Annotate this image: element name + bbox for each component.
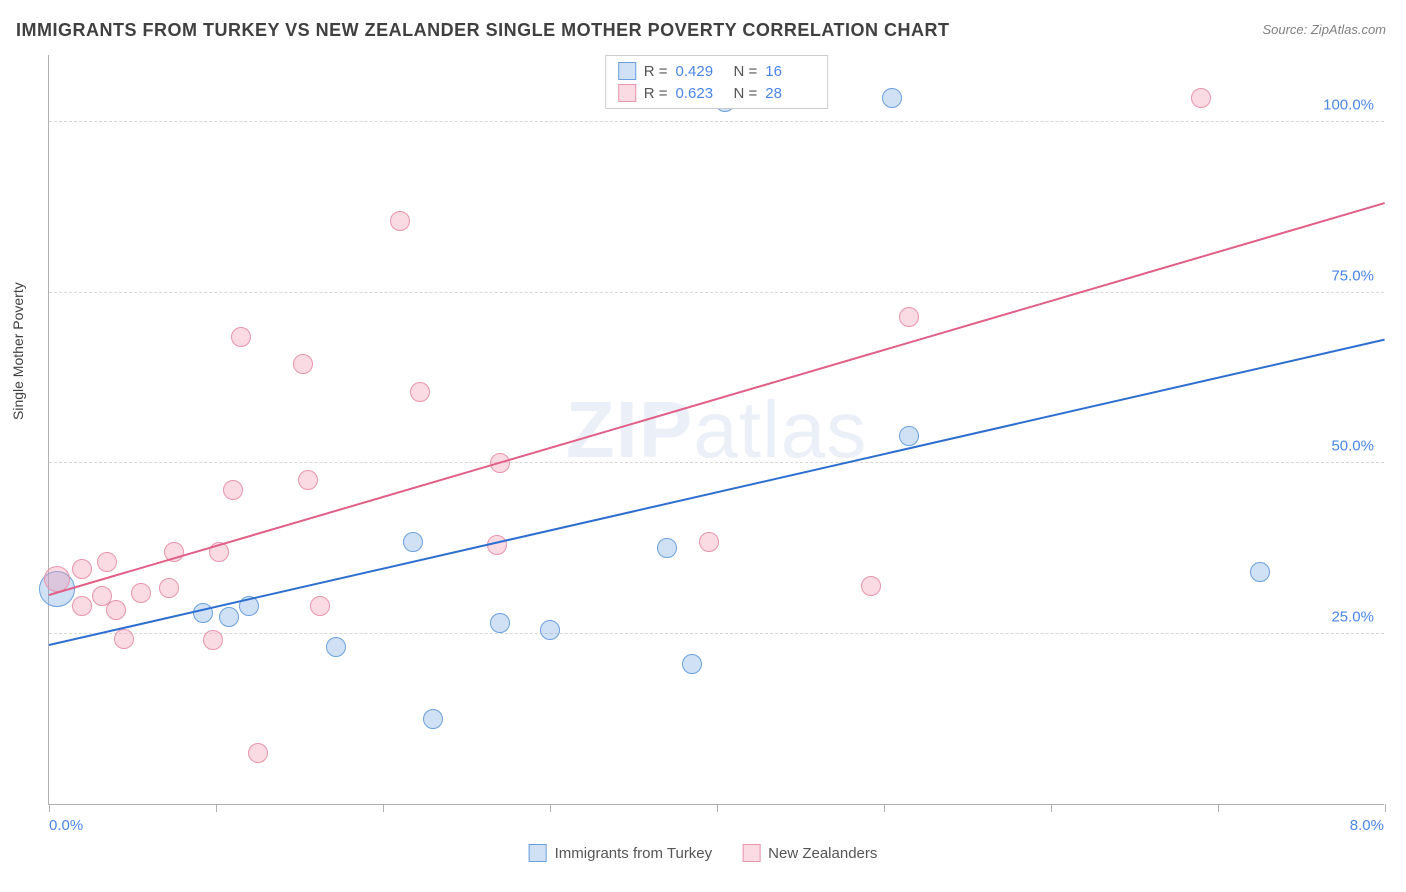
scatter-point-nz [310,596,330,616]
legend-label-turkey: Immigrants from Turkey [555,845,713,862]
scatter-point-turkey [682,654,702,674]
scatter-point-nz [390,211,410,231]
x-tick [884,804,885,812]
legend-row-turkey: R = 0.429 N = 16 [618,60,816,82]
scatter-point-nz [899,307,919,327]
x-tick [717,804,718,812]
scatter-point-nz [97,552,117,572]
x-tick [1051,804,1052,812]
legend-item-nz: New Zealanders [742,844,877,862]
scatter-point-nz [248,743,268,763]
scatter-point-nz [231,327,251,347]
scatter-point-nz [106,600,126,620]
scatter-point-turkey [899,426,919,446]
scatter-point-nz [159,578,179,598]
chart-title: IMMIGRANTS FROM TURKEY VS NEW ZEALANDER … [16,20,950,41]
trend-line-turkey [49,338,1385,645]
gridline [49,121,1384,122]
n-value-nz: 28 [765,85,815,102]
x-axis-start-label: 0.0% [49,817,83,834]
scatter-point-turkey [423,709,443,729]
scatter-point-nz [298,470,318,490]
source-label: Source: ZipAtlas.com [1262,22,1386,37]
legend-label-nz: New Zealanders [768,845,877,862]
scatter-point-nz [114,629,134,649]
n-value-turkey: 16 [765,63,815,80]
scatter-point-turkey [490,613,510,633]
gridline [49,633,1384,634]
scatter-point-nz [131,583,151,603]
r-value-nz: 0.623 [676,85,726,102]
r-value-turkey: 0.429 [676,63,726,80]
x-tick [550,804,551,812]
x-axis-end-label: 8.0% [1350,817,1384,834]
correlation-legend: R = 0.429 N = 16 R = 0.623 N = 28 [605,55,829,109]
chart-container: IMMIGRANTS FROM TURKEY VS NEW ZEALANDER … [0,0,1406,892]
scatter-point-nz [410,382,430,402]
scatter-point-nz [293,354,313,374]
legend-swatch-turkey [618,62,636,80]
gridline [49,462,1384,463]
scatter-point-nz [72,559,92,579]
scatter-point-turkey [403,532,423,552]
gridline [49,292,1384,293]
scatter-point-turkey [219,607,239,627]
scatter-point-nz [699,532,719,552]
y-tick-label: 25.0% [1331,608,1374,625]
plot-area: ZIPatlas R = 0.429 N = 16 R = 0.623 N = … [48,55,1384,805]
y-tick-label: 100.0% [1323,97,1374,114]
scatter-point-nz [223,480,243,500]
scatter-point-turkey [657,538,677,558]
y-axis-label: Single Mother Poverty [10,282,26,420]
x-tick [383,804,384,812]
scatter-point-nz [861,576,881,596]
x-tick [1385,804,1386,812]
legend-swatch-icon [742,844,760,862]
x-tick [49,804,50,812]
legend-swatch-nz [618,84,636,102]
scatter-point-nz [203,630,223,650]
scatter-point-turkey [326,637,346,657]
legend-item-turkey: Immigrants from Turkey [529,844,713,862]
series-legend: Immigrants from Turkey New Zealanders [529,844,878,862]
legend-row-nz: R = 0.623 N = 28 [618,82,816,104]
scatter-point-turkey [540,620,560,640]
scatter-point-turkey [882,88,902,108]
scatter-point-nz [72,596,92,616]
legend-swatch-icon [529,844,547,862]
y-tick-label: 50.0% [1331,438,1374,455]
x-tick [1218,804,1219,812]
x-tick [216,804,217,812]
y-tick-label: 75.0% [1331,267,1374,284]
scatter-point-nz [1191,88,1211,108]
scatter-point-turkey [1250,562,1270,582]
